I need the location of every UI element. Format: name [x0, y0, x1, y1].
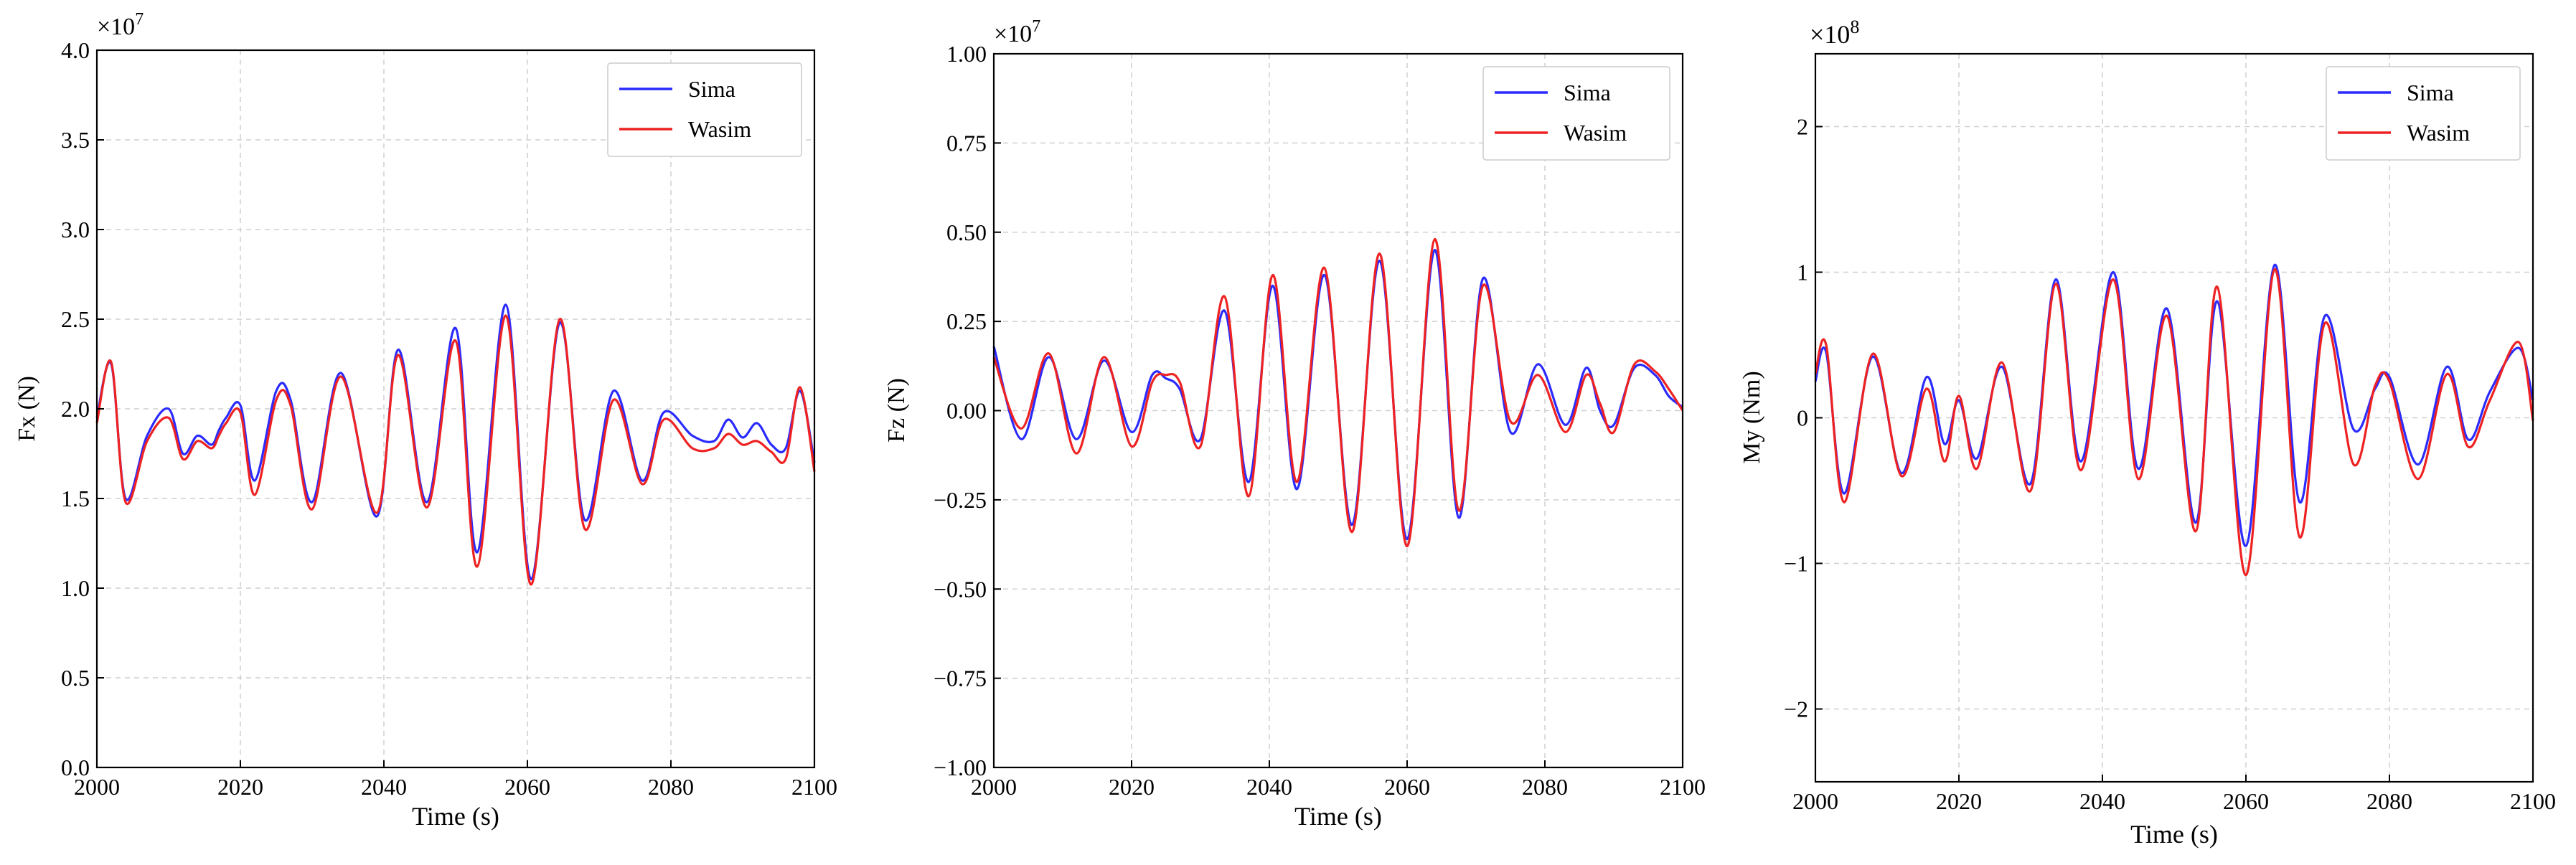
y-tick-label: 0.75	[946, 130, 987, 156]
x-tick-label: 2040	[361, 774, 407, 800]
exponent-label: ×108	[1810, 16, 1859, 49]
x-tick-label: 2100	[2510, 788, 2556, 814]
x-tick-label: 2000	[74, 774, 120, 800]
y-tick-label: 0.50	[946, 219, 987, 245]
y-tick-label: 2	[1797, 114, 1808, 140]
x-tick-label: 2020	[1936, 788, 1982, 814]
y-tick-label: −0.75	[934, 666, 987, 691]
x-tick-label: 2080	[2366, 788, 2412, 814]
y-tick-label: 1.5	[61, 486, 90, 511]
y-tick-label: 4.0	[61, 37, 90, 63]
x-tick-label: 2100	[791, 774, 837, 800]
y-tick-label: 2.0	[61, 396, 90, 422]
x-axis-label: Time (s)	[1294, 802, 1382, 831]
legend-label-wasim: Wasim	[688, 116, 751, 142]
legend-box	[607, 62, 802, 157]
y-tick-label: 1	[1797, 260, 1808, 285]
legend-label-wasim: Wasim	[2407, 120, 2470, 146]
x-tick-label: 2020	[217, 774, 263, 800]
series-line-sima	[1814, 263, 2534, 547]
legend-box	[2326, 66, 2521, 161]
x-axis-label: Time (s)	[2130, 820, 2218, 849]
x-tick-label: 2060	[1384, 774, 1430, 800]
x-tick-label: 2000	[971, 774, 1017, 800]
y-tick-label: 0.5	[61, 665, 90, 691]
y-tick-label: 0	[1797, 405, 1808, 431]
exponent-label: ×107	[97, 10, 144, 40]
series-line-wasim	[992, 238, 1684, 548]
series-line-wasim	[1814, 268, 2534, 577]
y-tick-label: 1.00	[946, 41, 987, 67]
exponent-power: 8	[1850, 16, 1859, 37]
x-tick-label: 2080	[648, 774, 694, 800]
exponent-power: 7	[135, 10, 144, 29]
y-axis-label: Fx (N)	[14, 376, 40, 442]
series-line-sima	[992, 248, 1683, 541]
y-tick-label: 0.0	[61, 755, 90, 780]
y-tick-label: −0.50	[934, 576, 987, 602]
y-tick-label: 0.00	[946, 398, 987, 424]
exponent-power: 7	[1032, 17, 1040, 36]
series-line-sima	[95, 303, 816, 581]
legend-label-sima: Sima	[1564, 80, 1611, 105]
exponent-label: ×107	[994, 17, 1040, 47]
y-tick-label: 3.0	[61, 217, 90, 242]
legend-label-wasim: Wasim	[1564, 120, 1627, 146]
x-tick-label: 2040	[2079, 788, 2125, 814]
chart-fz: ×107 Fz (N) Time (s) 2000 2020 2040 2060 208…	[883, 17, 1706, 831]
y-tick-label: −2	[1784, 696, 1808, 722]
x-tick-label: 2060	[504, 774, 550, 800]
y-tick-label: 1.0	[61, 575, 90, 601]
chart-fx: ×107 Fx (N) Time (s) 2000 2020 2040 2060 208…	[14, 10, 837, 831]
legend-label-sima: Sima	[688, 76, 735, 102]
x-tick-label: 2100	[1660, 774, 1706, 800]
y-axis-label: My (Nm)	[1739, 371, 1765, 463]
x-tick-label: 2060	[2223, 788, 2269, 814]
x-tick-label: 2000	[1792, 788, 1838, 814]
x-axis-label: Time (s)	[412, 802, 499, 831]
x-tick-label: 2040	[1246, 774, 1292, 800]
x-tick-label: 2080	[1522, 774, 1568, 800]
chart-my: ×108 My (Nm) Time (s) 2000 2020 2040 2060 20…	[1739, 16, 2556, 849]
series-line-wasim	[95, 314, 816, 586]
x-tick-label: 2020	[1109, 774, 1155, 800]
y-tick-label: 2.5	[61, 306, 90, 332]
y-tick-label: 3.5	[61, 127, 90, 153]
y-axis-label: Fz (N)	[883, 378, 910, 443]
y-tick-label: −1	[1784, 551, 1808, 577]
legend-box	[1482, 66, 1670, 161]
y-tick-label: −1.00	[934, 755, 987, 780]
y-tick-label: 0.25	[946, 308, 987, 334]
y-tick-label: −0.25	[934, 487, 987, 513]
legend-label-sima: Sima	[2407, 80, 2454, 105]
